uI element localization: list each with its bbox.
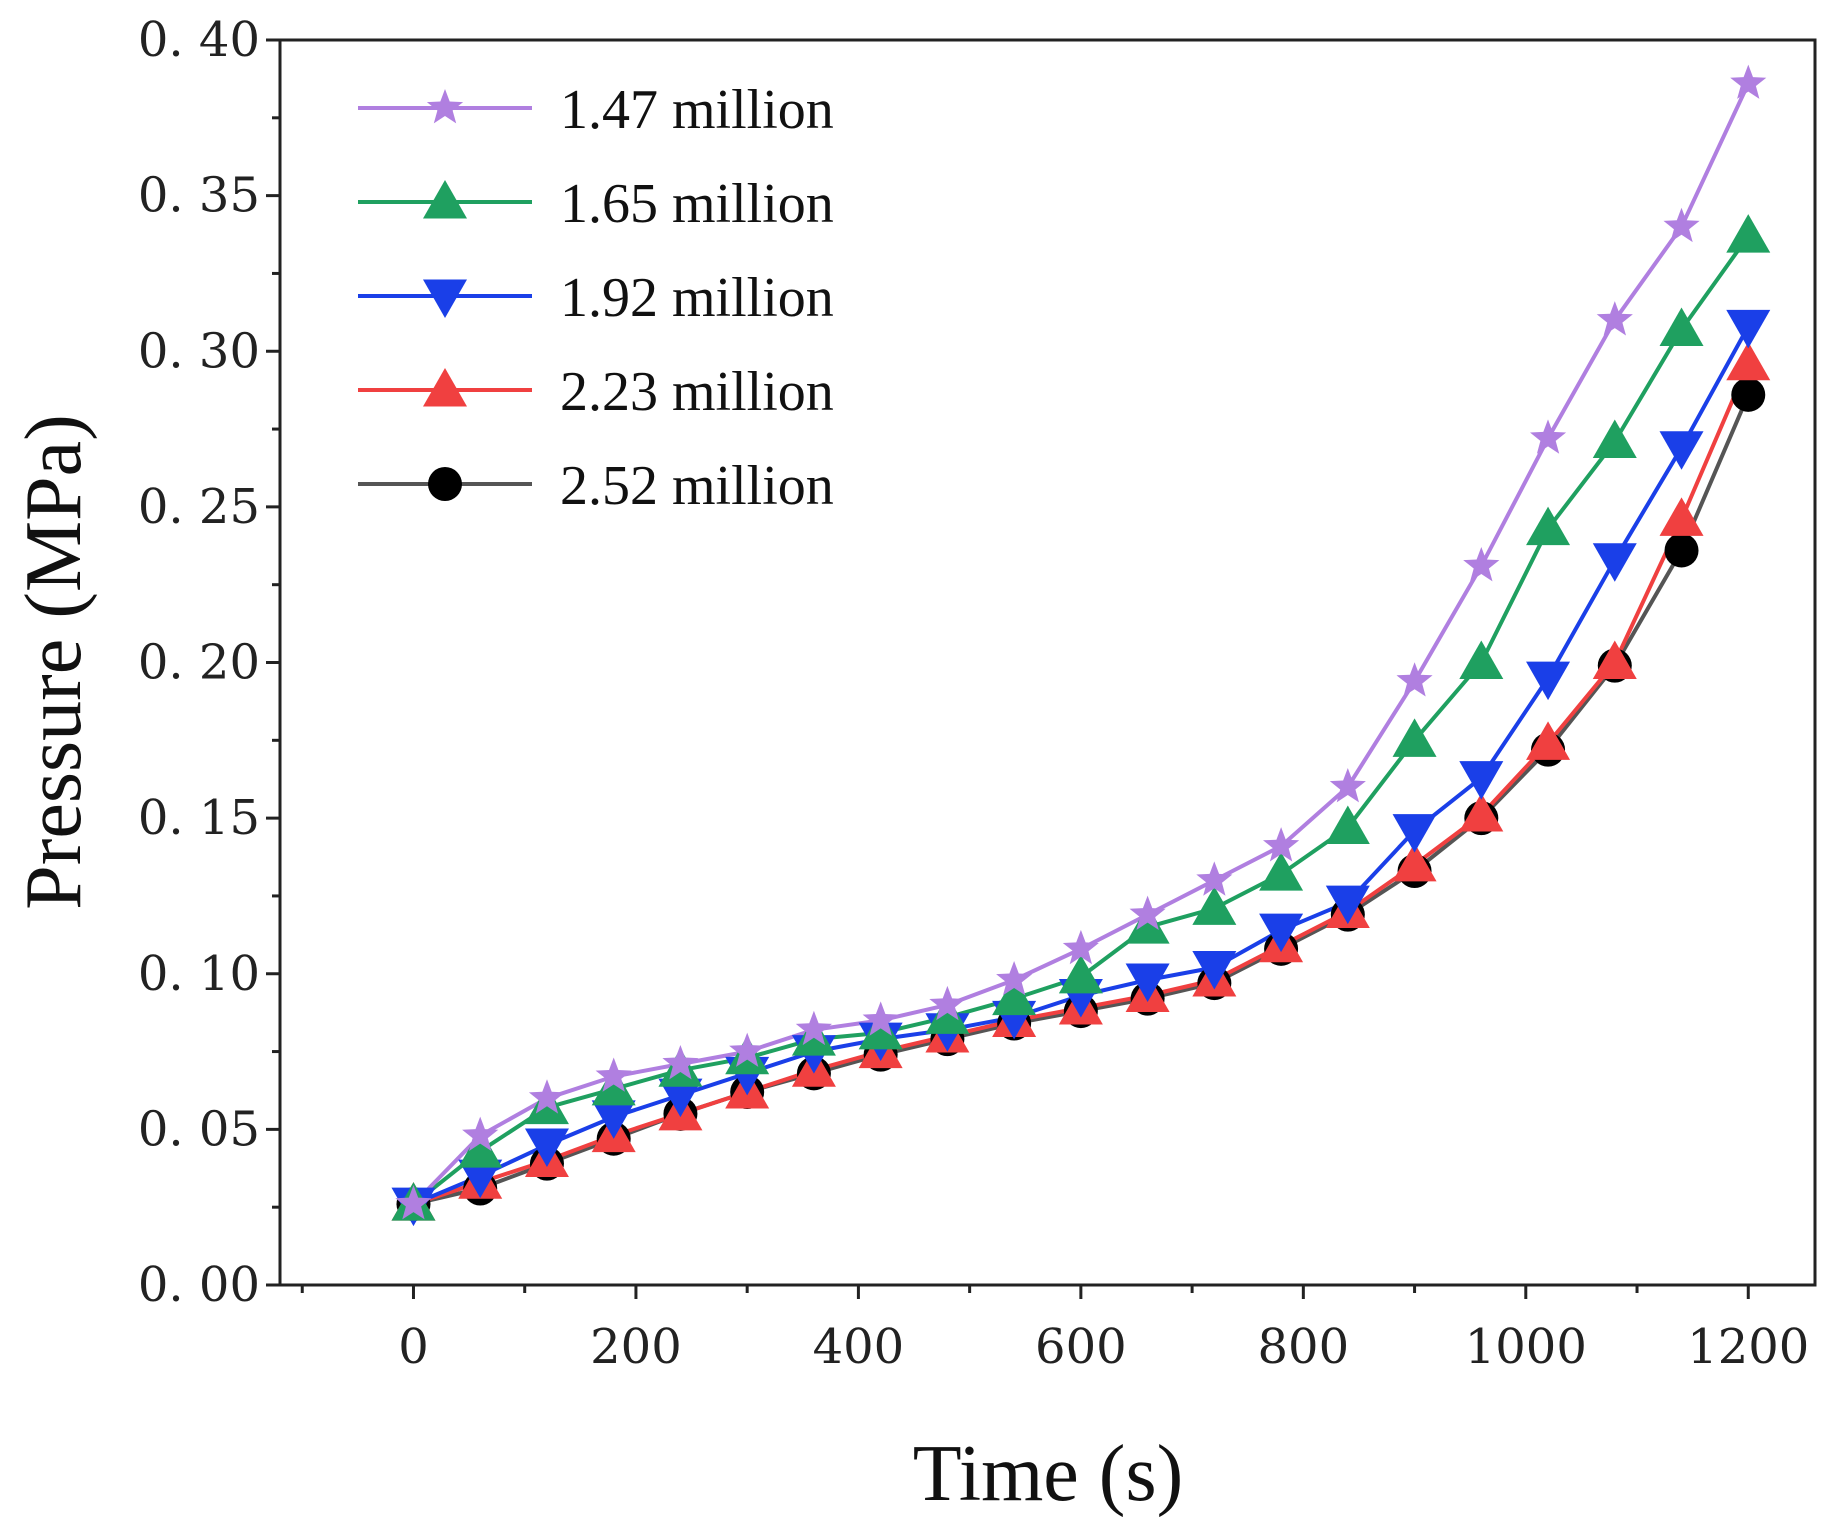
data-point (1664, 533, 1699, 568)
axis-ticks: 0. 00 0. 05 0. 10 0. 15 0. 20 0. 25 0. 30 0. 35… (138, 12, 1809, 1375)
data-point (729, 1032, 766, 1067)
legend-label: 1.47 million (560, 79, 834, 141)
data-point (1129, 895, 1166, 930)
y-tick-label: 0. 10 (138, 946, 260, 1002)
x-tick-label: 200 (590, 1319, 682, 1375)
data-point (1192, 951, 1237, 990)
data-point (1058, 954, 1103, 994)
y-tick-label: 0. 40 (138, 12, 260, 68)
y-tick-label: 0. 15 (138, 790, 260, 846)
data-point (1596, 301, 1633, 336)
series-lines (412, 82, 1751, 1207)
data-point (1325, 805, 1370, 844)
y-tick-label: 0. 35 (138, 168, 260, 224)
data-point (1726, 214, 1771, 253)
legend-label: 2.23 million (560, 361, 834, 423)
data-point (1526, 661, 1571, 701)
data-point (795, 1010, 832, 1046)
x-tick-label: 1200 (1687, 1319, 1809, 1375)
data-point (1392, 718, 1437, 757)
data-point (1192, 886, 1237, 925)
legend-label: 1.65 million (560, 173, 834, 235)
series-markers (391, 64, 1771, 1227)
data-point (1263, 827, 1300, 862)
legend-marker (423, 180, 467, 219)
y-axis-title: Pressure (MPa) (10, 414, 98, 909)
legend: 1.47 million 1.65 million 1.92 million 2.23… (358, 79, 834, 517)
legend-label: 2.52 million (560, 455, 834, 517)
y-tick-label: 0. 00 (138, 1257, 260, 1313)
data-point (929, 985, 966, 1021)
data-point (858, 1010, 903, 1050)
x-tick-label: 400 (813, 1319, 905, 1375)
data-point (528, 1079, 565, 1114)
data-point (662, 1045, 699, 1080)
data-point (1730, 64, 1767, 99)
data-point (1062, 929, 1099, 965)
data-point (1663, 207, 1700, 243)
data-point (1392, 814, 1437, 853)
data-point (1463, 547, 1500, 582)
data-point (1325, 885, 1370, 925)
data-point (1592, 419, 1637, 459)
data-point (862, 1001, 899, 1036)
data-point (1592, 640, 1637, 679)
data-point (1659, 307, 1704, 346)
data-point (458, 1129, 503, 1168)
data-point (395, 1185, 432, 1220)
data-point (1731, 377, 1766, 412)
data-point (458, 1159, 503, 1199)
data-point (1259, 913, 1304, 953)
data-point (1530, 419, 1567, 454)
data-point (1459, 640, 1504, 679)
data-point (1459, 793, 1504, 832)
data-point (1726, 341, 1771, 381)
series-line (412, 82, 1751, 1206)
data-point (462, 1116, 499, 1151)
data-point (658, 1078, 703, 1118)
data-point (1726, 309, 1771, 349)
plot-area-frame (278, 38, 1817, 1287)
data-point (1125, 963, 1170, 1002)
data-point (1526, 721, 1571, 760)
data-point (1259, 852, 1304, 891)
data-point (1659, 497, 1704, 536)
y-tick-label: 0. 20 (138, 635, 260, 691)
y-tick-label: 0. 30 (138, 323, 260, 379)
x-axis-title: Time (s) (913, 1430, 1183, 1517)
x-tick-label: 0 (398, 1319, 429, 1375)
legend-marker (426, 89, 464, 124)
data-point (1392, 842, 1437, 882)
data-point (591, 1066, 636, 1106)
x-tick-label: 800 (1258, 1319, 1350, 1375)
data-point (925, 995, 970, 1034)
y-tick-label: 0. 05 (138, 1101, 260, 1157)
data-point (1659, 431, 1704, 470)
data-point (1592, 543, 1637, 582)
x-tick-label: 600 (1035, 1319, 1127, 1375)
data-point (996, 961, 1033, 996)
data-point (1329, 768, 1366, 803)
legend-label: 1.92 million (560, 267, 834, 329)
data-point (992, 976, 1037, 1016)
data-point (524, 1128, 569, 1167)
data-point (1459, 761, 1504, 800)
x-tick-label: 1000 (1465, 1319, 1587, 1375)
legend-marker (428, 467, 462, 501)
data-point (591, 1100, 636, 1139)
y-tick-label: 0. 25 (138, 479, 260, 535)
legend-marker (423, 279, 467, 318)
legend-marker (423, 368, 467, 407)
data-point (1125, 905, 1170, 944)
data-point (1396, 662, 1433, 697)
data-point (595, 1057, 632, 1092)
data-point (1196, 861, 1233, 896)
data-point (1526, 506, 1571, 546)
